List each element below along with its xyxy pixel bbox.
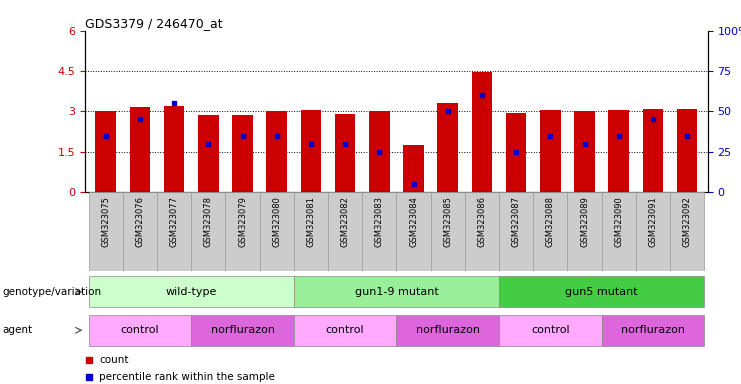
Text: GSM323089: GSM323089 xyxy=(580,196,589,247)
Bar xyxy=(670,192,704,271)
Bar xyxy=(164,106,185,192)
Bar xyxy=(335,114,356,192)
Bar xyxy=(294,192,328,271)
Text: GSM323075: GSM323075 xyxy=(102,196,110,247)
Bar xyxy=(534,192,568,271)
Bar xyxy=(157,192,191,271)
Bar xyxy=(89,315,191,346)
Text: GSM323080: GSM323080 xyxy=(272,196,282,247)
Text: GSM323084: GSM323084 xyxy=(409,196,418,247)
Text: genotype/variation: genotype/variation xyxy=(2,287,102,297)
Bar xyxy=(568,192,602,271)
Text: GSM323082: GSM323082 xyxy=(341,196,350,247)
Text: GSM323086: GSM323086 xyxy=(477,196,486,247)
Bar xyxy=(294,315,396,346)
Bar xyxy=(602,315,704,346)
Bar xyxy=(499,192,534,271)
Text: agent: agent xyxy=(2,325,33,335)
Text: wild-type: wild-type xyxy=(165,287,217,297)
Bar xyxy=(294,276,499,307)
Bar xyxy=(96,111,116,192)
Bar xyxy=(198,115,219,192)
Bar xyxy=(465,192,499,271)
Text: gun1-9 mutant: gun1-9 mutant xyxy=(354,287,439,297)
Text: GDS3379 / 246470_at: GDS3379 / 246470_at xyxy=(85,17,223,30)
Text: GSM323077: GSM323077 xyxy=(170,196,179,247)
Bar xyxy=(259,192,294,271)
Bar xyxy=(499,276,704,307)
Bar xyxy=(608,110,629,192)
Text: percentile rank within the sample: percentile rank within the sample xyxy=(99,372,275,382)
Text: control: control xyxy=(531,325,570,335)
Text: GSM323090: GSM323090 xyxy=(614,196,623,247)
Text: GSM323091: GSM323091 xyxy=(648,196,657,247)
Bar xyxy=(232,115,253,192)
Bar xyxy=(191,315,294,346)
Bar xyxy=(396,315,499,346)
Bar xyxy=(191,192,225,271)
Bar xyxy=(677,109,697,192)
Bar xyxy=(499,315,602,346)
Text: gun5 mutant: gun5 mutant xyxy=(565,287,638,297)
Text: control: control xyxy=(121,325,159,335)
Bar xyxy=(642,109,663,192)
Text: GSM323087: GSM323087 xyxy=(511,196,521,247)
Bar xyxy=(301,110,321,192)
Text: GSM323083: GSM323083 xyxy=(375,196,384,247)
Bar xyxy=(472,73,492,192)
Bar xyxy=(362,192,396,271)
Text: norflurazon: norflurazon xyxy=(416,325,479,335)
Bar xyxy=(130,107,150,192)
Bar xyxy=(225,192,259,271)
Bar xyxy=(540,110,561,192)
Text: GSM323092: GSM323092 xyxy=(682,196,691,247)
Text: GSM323078: GSM323078 xyxy=(204,196,213,247)
Text: count: count xyxy=(99,356,128,366)
Bar xyxy=(506,113,526,192)
Text: GSM323079: GSM323079 xyxy=(238,196,247,247)
Text: norflurazon: norflurazon xyxy=(210,325,274,335)
Bar xyxy=(396,192,431,271)
Bar xyxy=(267,111,287,192)
Text: GSM323088: GSM323088 xyxy=(546,196,555,247)
Text: GSM323081: GSM323081 xyxy=(307,196,316,247)
Bar xyxy=(574,111,595,192)
Text: norflurazon: norflurazon xyxy=(621,325,685,335)
Bar xyxy=(431,192,465,271)
Bar xyxy=(89,276,294,307)
Bar xyxy=(602,192,636,271)
Bar xyxy=(89,192,123,271)
Text: control: control xyxy=(326,325,365,335)
Bar xyxy=(123,192,157,271)
Bar xyxy=(369,111,390,192)
Bar xyxy=(437,103,458,192)
Text: GSM323085: GSM323085 xyxy=(443,196,452,247)
Bar xyxy=(636,192,670,271)
Bar xyxy=(403,145,424,192)
Text: GSM323076: GSM323076 xyxy=(136,196,144,247)
Bar xyxy=(328,192,362,271)
